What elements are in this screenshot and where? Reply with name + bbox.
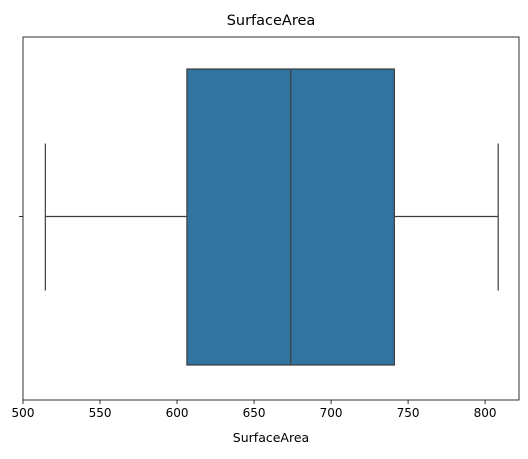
- box-group: [44, 68, 499, 366]
- chart-title: SurfaceArea: [227, 13, 316, 29]
- x-tick-label: 550: [89, 406, 112, 420]
- x-axis: 500 550 600 650 700 750 800: [12, 400, 497, 420]
- plot-area-frame: [22, 36, 520, 401]
- x-tick-label: 750: [397, 406, 420, 420]
- x-tick-label: 650: [243, 406, 266, 420]
- x-tick-label: 800: [474, 406, 497, 420]
- x-tick-label: 600: [166, 406, 189, 420]
- x-axis-label: SurfaceArea: [233, 430, 309, 445]
- x-tick-label: 500: [12, 406, 35, 420]
- x-tick-label: 700: [320, 406, 343, 420]
